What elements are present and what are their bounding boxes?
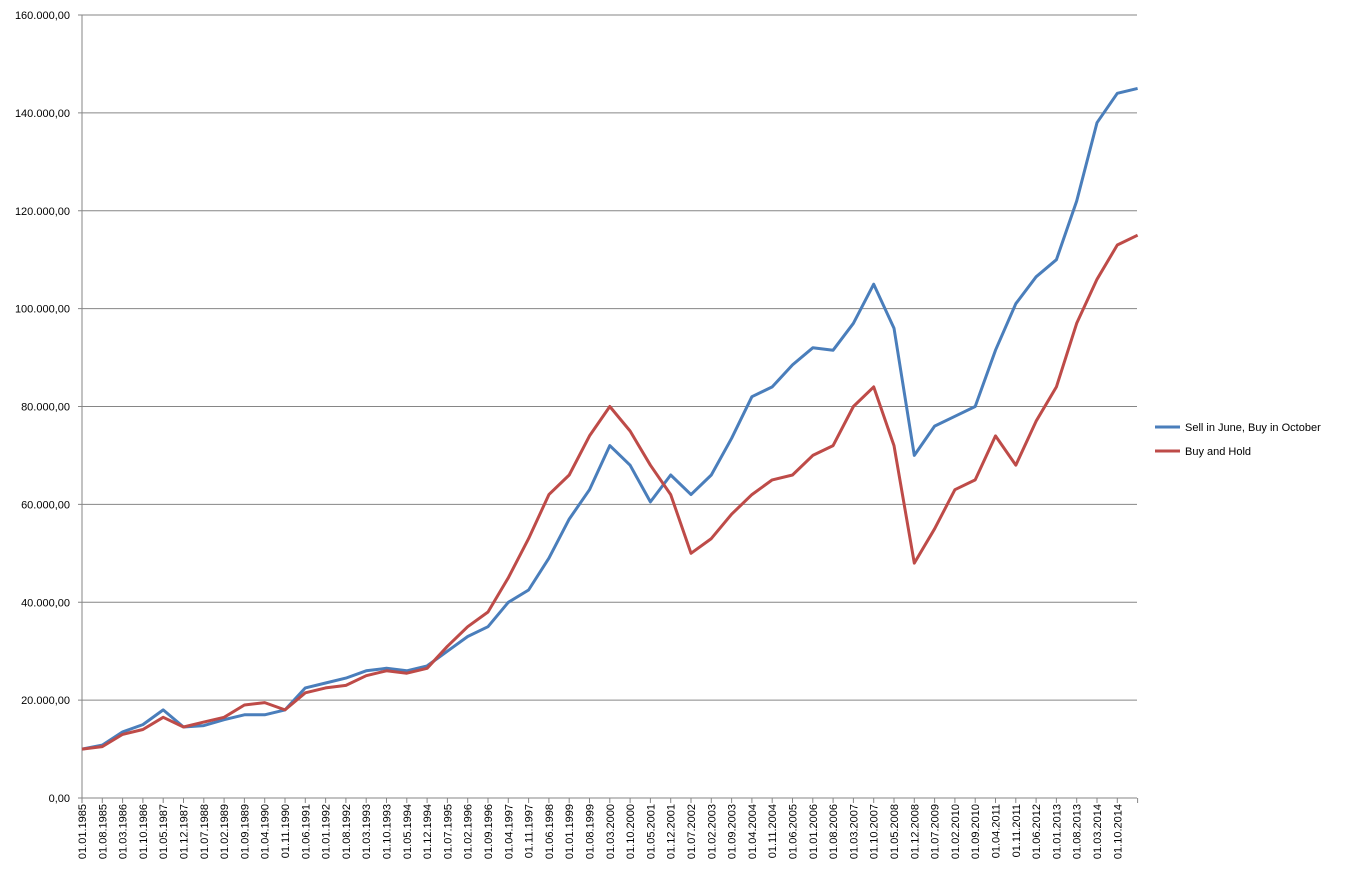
x-tick-label: 01.11.2004 bbox=[767, 804, 779, 858]
x-tick-label: 01.06.2005 bbox=[788, 804, 800, 859]
x-tick-label: 01.04.2004 bbox=[747, 804, 759, 859]
y-tick-label: 80.000,00 bbox=[21, 402, 70, 414]
x-tick-label: 01.01.1985 bbox=[77, 804, 89, 859]
x-tick-label: 01.06.2012 bbox=[1031, 804, 1043, 859]
series-line bbox=[81, 233, 1139, 751]
y-tick-label: 120.000,00 bbox=[15, 206, 70, 218]
x-tick-label: 01.08.1985 bbox=[97, 804, 109, 859]
x-tick-label: 01.08.1992 bbox=[341, 804, 353, 859]
x-tick-label: 01.04.1997 bbox=[503, 804, 515, 859]
x-tick-label: 01.07.2002 bbox=[686, 804, 698, 859]
x-tick-label: 01.08.2006 bbox=[828, 804, 840, 859]
x-tick-label: 01.12.1987 bbox=[179, 804, 191, 859]
x-tick-label: 01.07.1988 bbox=[199, 804, 211, 859]
x-tick-label: 01.03.2014 bbox=[1092, 804, 1104, 859]
x-tick-label: 01.06.1998 bbox=[544, 804, 556, 859]
x-tick-label: 01.06.1991 bbox=[300, 804, 312, 859]
x-tick-label: 01.04.2011 bbox=[991, 804, 1003, 858]
x-tick-label: 01.01.1999 bbox=[564, 804, 576, 859]
series-line bbox=[81, 86, 1138, 751]
x-tick-label: 01.11.1997 bbox=[524, 804, 536, 858]
x-tick-label: 01.02.1989 bbox=[219, 804, 231, 859]
y-tick-label: 140.000,00 bbox=[15, 108, 70, 120]
x-tick-label: 01.12.2001 bbox=[666, 804, 678, 859]
x-tick-label: 01.03.2007 bbox=[848, 804, 860, 859]
x-tick-label: 01.12.1994 bbox=[422, 804, 434, 859]
x-tick-label: 01.07.2009 bbox=[930, 804, 942, 859]
x-tick-label: 01.10.2000 bbox=[625, 804, 637, 859]
legend-label: Sell in June, Buy in October bbox=[1185, 422, 1321, 434]
x-tick-label: 01.11.1990 bbox=[280, 804, 292, 858]
x-tick-label: 01.09.2003 bbox=[727, 804, 739, 859]
x-tick-label: 01.02.1996 bbox=[463, 804, 475, 859]
x-tick-label: 01.10.2014 bbox=[1112, 804, 1124, 859]
x-tick-label: 01.07.1995 bbox=[442, 804, 454, 859]
x-tick-label: 01.03.1986 bbox=[118, 804, 130, 859]
x-tick-label: 01.02.2010 bbox=[950, 804, 962, 859]
x-tick-label: 01.03.2000 bbox=[605, 804, 617, 859]
y-tick-label: 20.000,00 bbox=[21, 695, 70, 707]
x-tick-label: 01.08.2013 bbox=[1072, 804, 1084, 859]
x-tick-label: 01.05.1987 bbox=[158, 804, 170, 859]
y-tick-label: 160.000,00 bbox=[15, 10, 70, 22]
x-tick-label: 01.12.2008 bbox=[909, 804, 921, 859]
y-tick-label: 0,00 bbox=[49, 793, 70, 805]
x-tick-label: 01.05.2001 bbox=[645, 804, 657, 859]
x-tick-label: 01.01.2006 bbox=[808, 804, 820, 859]
x-tick-label: 01.05.2008 bbox=[889, 804, 901, 859]
y-tick-label: 100.000,00 bbox=[15, 304, 70, 316]
x-tick-label: 01.10.1993 bbox=[382, 804, 394, 859]
x-tick-label: 01.11.2011 bbox=[1011, 804, 1023, 857]
x-tick-label: 01.08.1999 bbox=[585, 804, 597, 859]
x-tick-label: 01.05.1994 bbox=[402, 804, 414, 859]
x-tick-label: 01.04.1990 bbox=[260, 804, 272, 859]
x-tick-label: 01.02.2003 bbox=[706, 804, 718, 859]
x-tick-label: 01.09.2010 bbox=[970, 804, 982, 859]
x-tick-label: 01.03.1993 bbox=[361, 804, 373, 859]
x-tick-label: 01.10.2007 bbox=[869, 804, 881, 859]
y-tick-label: 60.000,00 bbox=[21, 499, 70, 511]
x-tick-label: 01.01.2013 bbox=[1051, 804, 1063, 859]
x-tick-label: 01.01.1992 bbox=[321, 804, 333, 859]
legend-label: Buy and Hold bbox=[1185, 446, 1251, 458]
y-tick-label: 40.000,00 bbox=[21, 597, 70, 609]
x-tick-label: 01.10.1986 bbox=[138, 804, 150, 859]
x-tick-label: 01.09.1996 bbox=[483, 804, 495, 859]
x-tick-label: 01.09.1989 bbox=[239, 804, 251, 859]
